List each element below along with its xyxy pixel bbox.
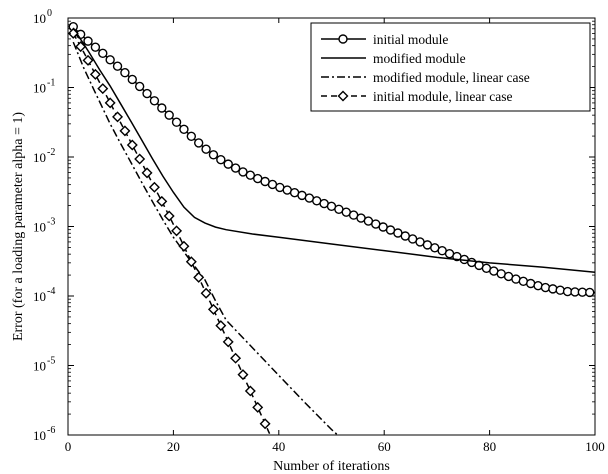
data-point-diamond — [185, 256, 197, 268]
data-point-diamond — [230, 352, 242, 364]
x-tick-label: 0 — [65, 439, 72, 454]
data-point-diamond — [222, 336, 234, 348]
data-point-circle — [238, 167, 248, 177]
y-tick-label: 10 — [33, 289, 46, 304]
data-point-diamond — [89, 68, 101, 80]
x-tick-label: 40 — [272, 439, 285, 454]
legend-label: initial module — [373, 32, 448, 47]
data-point-circle — [540, 282, 551, 293]
data-point-circle — [555, 285, 565, 295]
data-point-circle — [105, 55, 115, 65]
data-point-diamond — [337, 90, 349, 102]
data-point-circle — [171, 117, 182, 127]
y-axis-title: Error (for a loading parameter alpha = 1… — [11, 112, 26, 341]
y-tick-label-exponent: -5 — [47, 356, 55, 367]
data-point-diamond — [237, 369, 249, 381]
y-tick-label-exponent: -3 — [47, 217, 55, 228]
y-tick-label: 10 — [33, 11, 46, 26]
data-point-diamond — [193, 271, 205, 283]
data-point-circle — [223, 159, 233, 169]
x-tick-label: 20 — [167, 439, 180, 454]
series-0 — [68, 21, 595, 298]
series-3 — [68, 27, 273, 435]
data-point-diamond — [104, 97, 116, 109]
data-point-diamond — [207, 303, 219, 315]
x-axis-title: Number of iterations — [273, 459, 390, 474]
data-point-circle — [90, 42, 101, 52]
data-point-circle — [245, 170, 256, 180]
data-point-diamond — [156, 195, 168, 207]
data-point-circle — [230, 163, 241, 173]
y-tick-label: 10 — [33, 359, 46, 374]
data-point-circle — [149, 96, 160, 106]
data-point-diamond — [200, 287, 212, 299]
y-tick-label: 10 — [33, 220, 46, 235]
data-point-diamond — [141, 167, 153, 179]
series-2 — [72, 41, 339, 435]
y-tick-label: 10 — [33, 81, 46, 96]
data-point-diamond — [163, 210, 175, 222]
x-tick-label: 100 — [585, 439, 605, 454]
data-point-diamond — [75, 41, 87, 53]
data-point-circle — [201, 144, 211, 154]
data-point-circle — [127, 74, 137, 85]
y-tick-label: 10 — [33, 150, 46, 165]
data-point-circle — [98, 48, 108, 59]
legend-label: modified module — [373, 51, 466, 66]
data-point-diamond — [82, 54, 94, 66]
data-point-diamond — [134, 153, 146, 165]
legend-box — [310, 22, 591, 112]
data-point-diamond — [215, 320, 227, 332]
data-point-circle — [120, 68, 130, 78]
data-point-circle — [112, 61, 123, 71]
data-point-diamond — [171, 225, 183, 237]
data-point-diamond — [126, 139, 138, 151]
y-tick-label-exponent: 0 — [47, 8, 52, 19]
data-point-circle — [164, 110, 174, 120]
data-point-circle — [179, 124, 189, 135]
data-point-diamond — [244, 385, 256, 397]
data-point-circle — [208, 150, 219, 160]
y-tick-label: 10 — [33, 428, 46, 443]
data-point-circle — [548, 284, 558, 294]
y-tick-label-exponent: -6 — [47, 425, 55, 436]
legend-label: modified module, linear case — [373, 70, 530, 85]
data-point-circle — [338, 34, 348, 44]
y-tick-label-exponent: -1 — [47, 78, 55, 89]
data-point-diamond — [148, 181, 160, 193]
y-tick-label-exponent: -2 — [47, 147, 55, 158]
data-point-circle — [186, 131, 197, 141]
data-point-diamond — [97, 83, 109, 95]
series-1 — [72, 27, 595, 273]
data-point-circle — [157, 103, 167, 113]
series-layer — [68, 21, 595, 435]
data-point-circle — [216, 154, 226, 165]
data-point-circle — [142, 88, 152, 99]
data-point-diamond — [68, 27, 79, 39]
data-point-diamond — [252, 401, 264, 413]
x-tick-label: 60 — [378, 439, 391, 454]
legend-label: initial module, linear case — [373, 89, 512, 104]
series-line — [72, 41, 339, 435]
data-point-diamond — [259, 418, 271, 430]
data-point-diamond — [119, 125, 131, 137]
legend: initial module modified module modified mo… — [310, 22, 591, 112]
data-point-circle — [585, 287, 595, 298]
series-line — [72, 27, 595, 273]
x-tick-label: 80 — [483, 439, 496, 454]
data-point-circle — [193, 138, 204, 148]
data-point-diamond — [112, 111, 124, 123]
data-point-circle — [83, 36, 93, 46]
data-point-circle — [134, 81, 145, 92]
data-point-diamond — [178, 240, 190, 252]
y-tick-label-exponent: -4 — [47, 286, 55, 297]
